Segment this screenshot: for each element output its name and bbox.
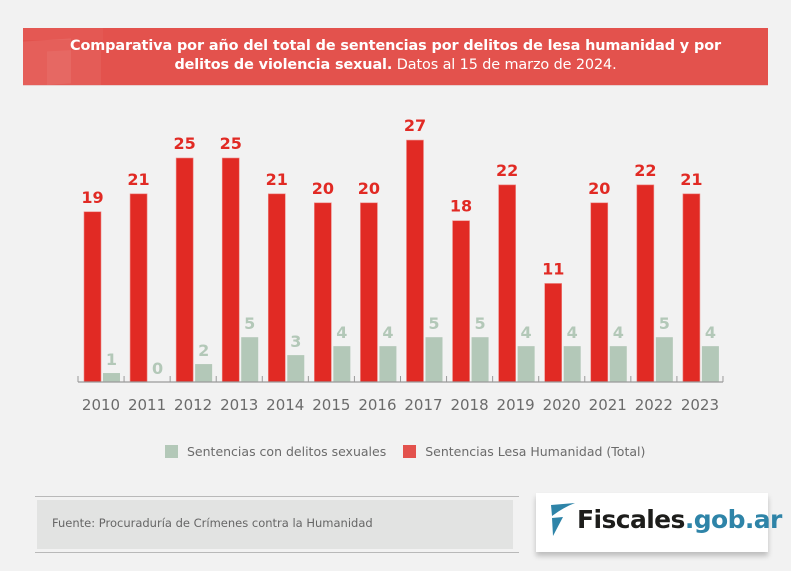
logo-wordmark: Fiscales.gob.ar bbox=[577, 505, 782, 534]
x-tick-label: 2017 bbox=[404, 396, 442, 414]
bar-lesa-humanidad bbox=[498, 184, 516, 383]
bar-lesa-humanidad bbox=[360, 202, 378, 383]
bar-delitos-sexuales bbox=[471, 337, 489, 382]
logo-main-text: Fiscales bbox=[577, 505, 685, 534]
chart-title: Comparativa por año del total de sentenc… bbox=[23, 37, 768, 75]
data-label-lesa-humanidad: 27 bbox=[404, 116, 426, 135]
logo-domain-text: .gob.ar bbox=[684, 505, 783, 534]
x-axis: 2010 2011 2012 2013 2014 2015 2016 2017 2018 2019… bbox=[77, 376, 724, 414]
title-date: Datos al 15 de marzo de 2024. bbox=[396, 57, 617, 73]
x-tick-label: 2011 bbox=[128, 396, 166, 414]
bar-delitos-sexuales bbox=[701, 346, 719, 382]
bar-lesa-humanidad bbox=[267, 193, 286, 383]
data-label-lesa-humanidad: 20 bbox=[588, 179, 610, 198]
bar-lesa-humanidad bbox=[129, 193, 148, 383]
data-label-delitos-sexuales: 2 bbox=[198, 341, 209, 360]
x-tick-label: 2010 bbox=[82, 396, 120, 414]
legend-item-lesa-humanidad: Sentencias Lesa Humanidad (Total) bbox=[403, 444, 645, 459]
source-text: Fuente: Procuraduría de Crímenes contra … bbox=[52, 516, 373, 530]
data-label-delitos-sexuales: 5 bbox=[659, 314, 670, 333]
bar-delitos-sexuales bbox=[655, 337, 673, 382]
legend: Sentencias con delitos sexuales Sentenci… bbox=[165, 443, 662, 459]
x-tick-label: 2016 bbox=[358, 396, 396, 414]
data-label-delitos-sexuales: 4 bbox=[613, 323, 624, 342]
bar-delitos-sexuales bbox=[195, 364, 213, 382]
source-background: Fuente: Procuraduría de Crímenes contra … bbox=[37, 500, 513, 549]
bar-lesa-humanidad bbox=[221, 157, 240, 383]
data-label-delitos-sexuales: 0 bbox=[152, 359, 163, 378]
labels-group: 1912102522552132042042751852241142042252… bbox=[81, 116, 716, 378]
bar-delitos-sexuales bbox=[103, 373, 120, 382]
bar-delitos-sexuales bbox=[287, 355, 305, 382]
fiscales-logo: Fiscales.gob.ar bbox=[536, 493, 782, 552]
legend-swatch-delitos-sexuales bbox=[165, 444, 178, 458]
x-tick-label: 2018 bbox=[450, 396, 488, 414]
x-tick-label: 2015 bbox=[312, 396, 350, 414]
data-label-lesa-humanidad: 19 bbox=[81, 188, 103, 207]
fiscales-flag-icon bbox=[551, 503, 575, 536]
bar-lesa-humanidad bbox=[590, 202, 609, 383]
legend-item-delitos-sexuales: Sentencias con delitos sexuales bbox=[165, 444, 386, 459]
bar-chart: 1912102522552132042042751852241142042252… bbox=[77, 116, 724, 414]
x-tick-label: 2019 bbox=[497, 396, 535, 414]
banner-decoration bbox=[23, 28, 103, 40]
data-label-lesa-humanidad: 20 bbox=[358, 179, 380, 198]
data-label-delitos-sexuales: 4 bbox=[382, 323, 393, 342]
x-tick-label: 2023 bbox=[681, 396, 719, 414]
bar-delitos-sexuales bbox=[333, 346, 351, 382]
data-label-lesa-humanidad: 11 bbox=[542, 259, 564, 278]
x-tick-label: 2020 bbox=[543, 396, 581, 414]
bar-lesa-humanidad bbox=[175, 157, 194, 383]
legend-label: Sentencias Lesa Humanidad (Total) bbox=[425, 443, 646, 459]
title-line-2: delitos de violencia sexual. bbox=[174, 57, 393, 73]
title-banner: Comparativa por año del total de sentenc… bbox=[23, 28, 768, 85]
bar-lesa-humanidad bbox=[83, 211, 102, 383]
bar-delitos-sexuales bbox=[563, 346, 581, 382]
title-line-1: Comparativa por año del total de sentenc… bbox=[70, 38, 721, 54]
bar-delitos-sexuales bbox=[609, 346, 627, 382]
bar-delitos-sexuales bbox=[425, 337, 443, 382]
x-tick-label: 2022 bbox=[635, 396, 673, 414]
data-label-delitos-sexuales: 4 bbox=[567, 323, 578, 342]
source-box: Fuente: Procuraduría de Crímenes contra … bbox=[35, 496, 519, 553]
bar-lesa-humanidad bbox=[406, 139, 424, 383]
bar-lesa-humanidad bbox=[636, 184, 655, 383]
data-label-delitos-sexuales: 4 bbox=[336, 323, 347, 342]
x-tick-label: 2012 bbox=[174, 396, 212, 414]
bar-lesa-humanidad bbox=[452, 220, 470, 383]
bar-lesa-humanidad bbox=[682, 193, 701, 383]
data-label-lesa-humanidad: 21 bbox=[680, 170, 702, 189]
bars-group bbox=[83, 139, 719, 383]
legend-swatch-lesa-humanidad bbox=[403, 444, 417, 458]
bar-delitos-sexuales bbox=[241, 337, 259, 382]
legend-label: Sentencias con delitos sexuales bbox=[187, 443, 387, 459]
data-label-lesa-humanidad: 25 bbox=[174, 134, 196, 153]
data-label-delitos-sexuales: 3 bbox=[290, 332, 301, 351]
x-tick-label: 2014 bbox=[266, 396, 304, 414]
data-label-delitos-sexuales: 4 bbox=[705, 323, 716, 342]
bar-lesa-humanidad bbox=[544, 283, 563, 383]
data-label-lesa-humanidad: 25 bbox=[220, 134, 242, 153]
data-label-lesa-humanidad: 21 bbox=[266, 170, 288, 189]
x-tick-label: 2021 bbox=[589, 396, 627, 414]
data-label-delitos-sexuales: 5 bbox=[428, 314, 439, 333]
data-label-delitos-sexuales: 4 bbox=[521, 323, 532, 342]
data-label-lesa-humanidad: 20 bbox=[312, 179, 334, 198]
bar-lesa-humanidad bbox=[314, 202, 332, 383]
data-label-lesa-humanidad: 22 bbox=[496, 161, 518, 180]
x-tick-label: 2013 bbox=[220, 396, 258, 414]
data-label-delitos-sexuales: 5 bbox=[474, 314, 485, 333]
data-label-delitos-sexuales: 5 bbox=[244, 314, 255, 333]
data-label-lesa-humanidad: 18 bbox=[450, 197, 472, 216]
bar-delitos-sexuales bbox=[379, 346, 397, 382]
data-label-delitos-sexuales: 1 bbox=[106, 350, 117, 369]
data-label-lesa-humanidad: 21 bbox=[127, 170, 149, 189]
bar-delitos-sexuales bbox=[517, 346, 535, 382]
data-label-lesa-humanidad: 22 bbox=[634, 161, 656, 180]
